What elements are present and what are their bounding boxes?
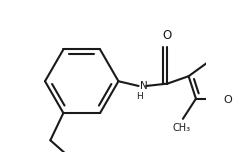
Text: O: O xyxy=(223,95,232,105)
Text: CH₃: CH₃ xyxy=(173,123,191,133)
Text: N: N xyxy=(140,81,148,91)
Text: H: H xyxy=(136,92,143,101)
Text: O: O xyxy=(163,29,172,42)
